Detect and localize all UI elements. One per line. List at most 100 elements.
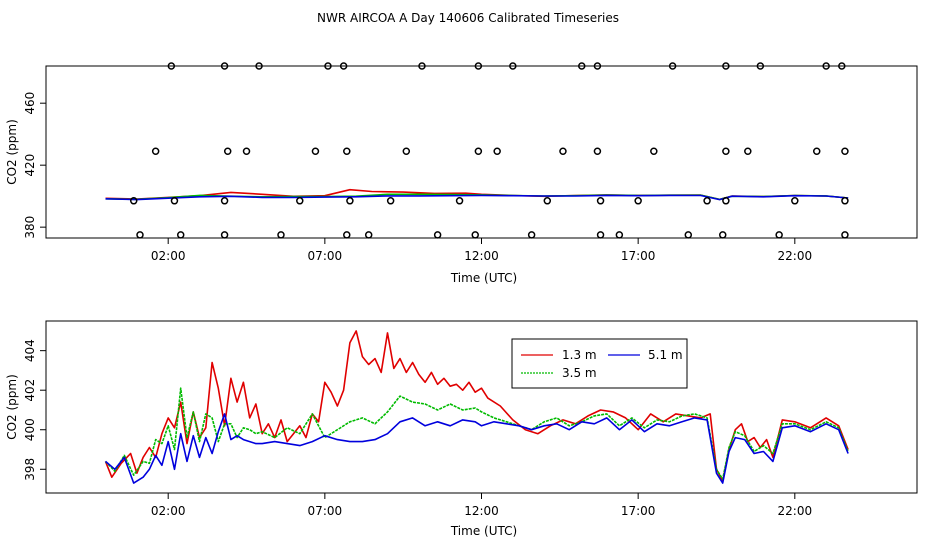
top-flag-point (346, 197, 354, 205)
legend-label-1-3m: 1.3 m (562, 348, 597, 362)
top-flag-point (242, 147, 251, 155)
top-flag-point (744, 147, 752, 155)
bottom-plot-frame (45, 320, 918, 494)
top-flag-point (151, 147, 160, 155)
top-flag-point (596, 231, 605, 239)
top-series-group (105, 188, 849, 201)
bottom-y-tick-label: 404 (23, 339, 37, 362)
top-flag-point (722, 147, 730, 155)
top-flag-point (129, 197, 138, 205)
top-flag-point (343, 231, 351, 239)
top-flag-point (841, 197, 849, 205)
top-flag-point (223, 147, 232, 155)
top-flag-point (684, 231, 693, 239)
top-flag-point (339, 62, 348, 70)
bottom-x-tick-label: 22:00 (778, 504, 813, 518)
bottom-x-tick-label: 12:00 (464, 504, 499, 518)
top-flag-point (277, 231, 285, 239)
legend-label-3-5m: 3.5 m (562, 366, 597, 380)
top-y-tick-label: 460 (23, 92, 37, 115)
top-flag-point (433, 231, 442, 239)
top-flag-point (559, 147, 567, 155)
top-flag-point (364, 231, 373, 239)
top-flag-point (493, 147, 501, 155)
top-flag-point (775, 231, 783, 239)
top-flag-point (255, 62, 263, 70)
top-flag-point (220, 197, 229, 205)
top-flag-point (841, 231, 849, 239)
top-flag-point (527, 231, 536, 239)
top-flag-point (791, 197, 799, 205)
bottom-y-tick-label: 402 (23, 379, 37, 402)
top-x-axis-label: Time (UTC) (450, 271, 517, 285)
top-y-axis-label: CO2 (ppm) (5, 119, 19, 185)
bottom-x-tick-label: 17:00 (621, 504, 656, 518)
top-x-tick-label: 12:00 (464, 249, 499, 263)
top-flag-point (402, 147, 411, 155)
top-x-tick-label: 22:00 (778, 249, 813, 263)
legend: 1.3 m 5.1 m 3.5 m (511, 338, 688, 389)
top-y-tick-label: 380 (23, 216, 37, 239)
top-flag-point (474, 62, 483, 70)
top-y-tick-label: 420 (23, 154, 37, 177)
bottom-series-5-1-m (104, 413, 849, 484)
top-flag-point (596, 197, 605, 205)
top-flag-point (593, 147, 602, 155)
top-flag-point (167, 62, 176, 70)
top-x-axis: 02:00 07:00 12:00 17:00 22:00 (151, 238, 812, 263)
top-panel: 380 420 460 02:00 07:00 12:00 17:00 22:00 Time… (5, 62, 918, 285)
top-flag-point (838, 62, 846, 70)
top-flag-points (129, 62, 849, 239)
chart-title: NWR AIRCOA A Day 140606 Calibrated Times… (317, 11, 619, 25)
top-flag-point (324, 62, 332, 70)
top-flag-point (722, 197, 730, 205)
bottom-series-3-5-m (104, 387, 849, 481)
bottom-x-axis-label: Time (UTC) (450, 524, 517, 538)
top-flag-point (509, 62, 517, 70)
bottom-y-tick-label: 400 (23, 418, 37, 441)
top-flag-point (593, 62, 602, 70)
top-flag-point (455, 197, 464, 205)
top-flag-point (343, 147, 351, 155)
top-flag-point (703, 197, 711, 205)
top-flag-point (296, 197, 304, 205)
top-flag-point (543, 197, 552, 205)
top-flag-point (220, 231, 229, 239)
bottom-x-tick-label: 02:00 (151, 504, 186, 518)
top-flag-point (311, 147, 320, 155)
top-flag-point (634, 197, 642, 205)
top-flag-point (474, 147, 483, 155)
bottom-panel: 398 400 402 404 02:00 07:00 12:00 17:00 22:00 T… (5, 320, 918, 538)
top-flag-point (722, 62, 730, 70)
bottom-x-axis: 02:00 07:00 12:00 17:00 22:00 (151, 493, 812, 518)
top-flag-point (176, 231, 185, 239)
top-x-tick-label: 07:00 (308, 249, 343, 263)
top-flag-point (386, 197, 395, 205)
top-flag-point (220, 62, 229, 70)
bottom-y-axis-label: CO2 (ppm) (5, 374, 19, 440)
legend-box (511, 338, 688, 389)
top-flag-point (718, 231, 727, 239)
legend-label-5-1m: 5.1 m (648, 348, 683, 362)
top-series-5-1-m (105, 194, 849, 201)
top-flag-point (812, 147, 821, 155)
top-flag-point (841, 147, 849, 155)
bottom-x-tick-label: 07:00 (308, 504, 343, 518)
bottom-y-tick-label: 398 (23, 458, 37, 481)
top-y-axis: 380 420 460 (23, 92, 46, 239)
top-flag-point (756, 62, 765, 70)
top-flag-point (668, 62, 677, 70)
bottom-series-group (104, 330, 849, 484)
top-flag-point (418, 62, 426, 70)
top-flag-point (650, 147, 658, 155)
top-flag-point (471, 231, 479, 239)
top-flag-point (615, 231, 624, 239)
bottom-series-1-3-m (104, 330, 849, 482)
top-flag-point (170, 197, 179, 205)
top-x-tick-label: 02:00 (151, 249, 186, 263)
bottom-y-axis: 398 400 402 404 (23, 339, 46, 481)
top-flag-point (136, 231, 144, 239)
top-x-tick-label: 17:00 (621, 249, 656, 263)
top-flag-point (822, 62, 830, 70)
